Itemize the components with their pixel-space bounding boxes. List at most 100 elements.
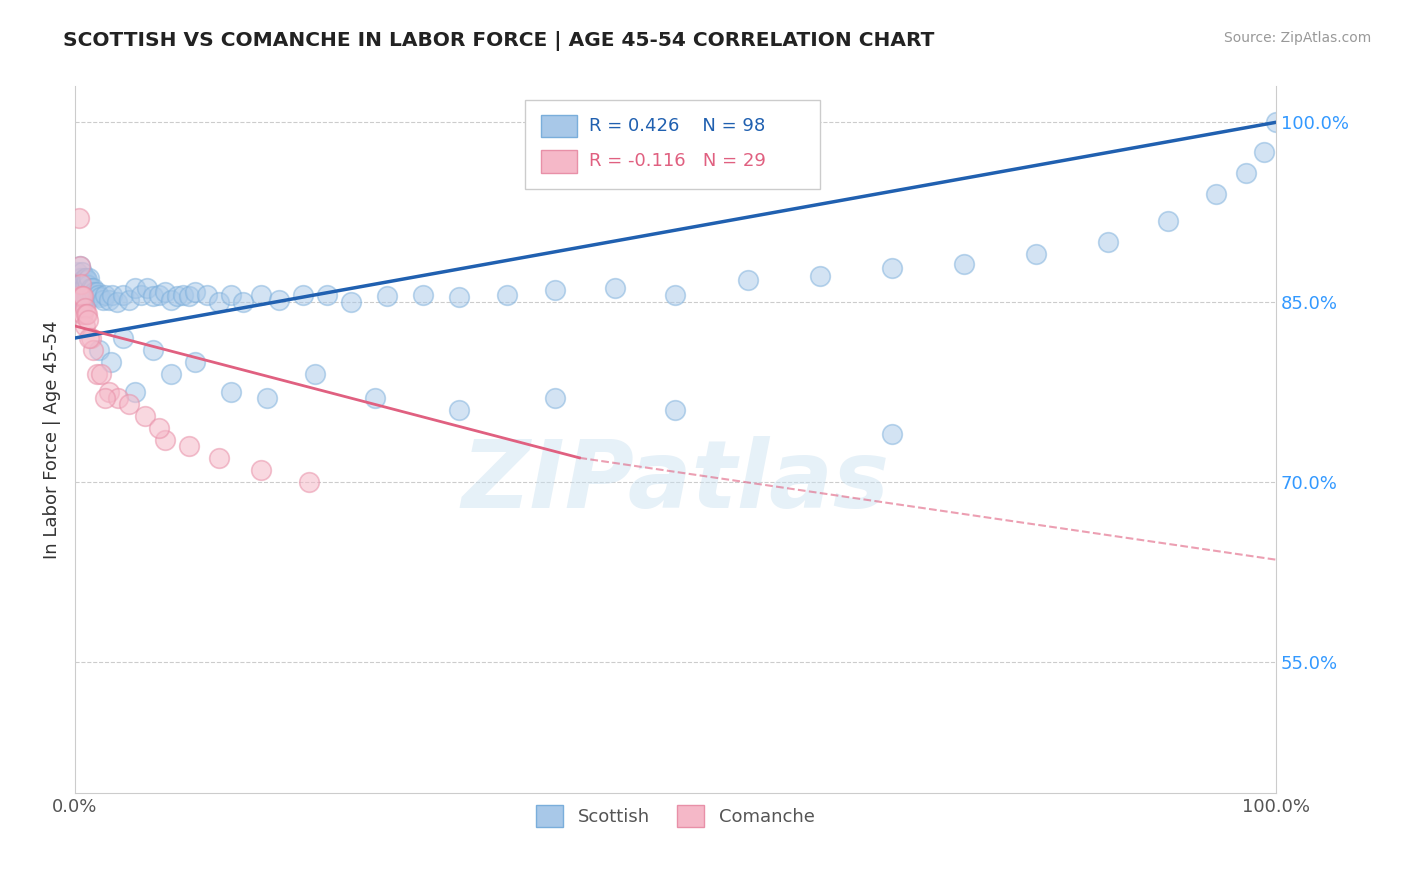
Point (77, 278, 100, 293)
Point (79, 331, 101, 345)
Point (70, 289, 93, 303)
Point (1234, 166, 1257, 180)
Point (449, 290, 471, 304)
Point (66, 265, 89, 279)
FancyBboxPatch shape (526, 101, 820, 189)
Point (70, 289, 93, 303)
Point (72, 273, 94, 287)
Point (316, 288, 339, 302)
FancyBboxPatch shape (541, 115, 576, 137)
Point (70, 265, 93, 279)
Point (72, 285, 94, 300)
Point (1157, 213, 1180, 227)
Point (75, 285, 97, 300)
Point (134, 409, 156, 423)
Point (148, 288, 170, 302)
Point (79, 271, 101, 285)
Point (118, 293, 141, 307)
Point (184, 355, 207, 369)
Point (76, 273, 98, 287)
Point (82, 281, 104, 295)
Point (90, 367, 112, 381)
Point (219, 288, 242, 302)
Point (664, 288, 686, 302)
Point (160, 367, 183, 381)
Point (880, 426, 903, 441)
Legend: Scottish, Comanche: Scottish, Comanche (529, 797, 821, 834)
Point (70, 277, 93, 291)
Point (72, 307, 94, 321)
Text: SCOTTISH VS COMANCHE IN LABOR FORCE | AGE 45-54 CORRELATION CHART: SCOTTISH VS COMANCHE IN LABOR FORCE | AG… (63, 31, 935, 51)
Point (101, 288, 124, 302)
Point (880, 261, 903, 276)
Point (544, 391, 567, 405)
Point (250, 288, 273, 302)
Point (97, 384, 120, 399)
Point (70, 277, 93, 291)
Point (69, 259, 91, 273)
Point (79, 285, 101, 300)
Point (184, 285, 207, 300)
Point (177, 439, 200, 453)
Point (70, 283, 93, 297)
Point (69, 277, 91, 291)
Point (76, 283, 98, 297)
Point (75, 307, 97, 321)
Point (70, 283, 93, 297)
Point (412, 288, 434, 302)
Point (72, 295, 94, 310)
Point (142, 289, 165, 303)
Point (808, 268, 831, 283)
Point (105, 295, 128, 310)
Text: Source: ZipAtlas.com: Source: ZipAtlas.com (1223, 31, 1371, 45)
Point (1097, 235, 1119, 249)
Point (605, 281, 627, 295)
Point (664, 403, 686, 417)
Point (70, 271, 93, 285)
Point (292, 288, 315, 302)
Point (952, 257, 974, 271)
Point (340, 295, 363, 310)
Point (208, 450, 231, 465)
Point (87, 288, 110, 302)
Point (77, 313, 100, 327)
Point (75, 289, 97, 303)
Point (148, 421, 170, 435)
Point (208, 295, 231, 310)
Point (124, 281, 146, 295)
Point (496, 288, 519, 302)
Point (73, 278, 96, 293)
Point (72, 281, 94, 295)
Point (89, 290, 111, 304)
Point (737, 273, 759, 287)
Point (160, 293, 183, 307)
Point (298, 475, 321, 489)
Text: R = 0.426    N = 98: R = 0.426 N = 98 (589, 117, 765, 135)
Point (70, 277, 93, 291)
Point (1253, 145, 1275, 160)
Point (73, 288, 96, 302)
Point (304, 367, 326, 381)
Point (76, 293, 98, 307)
Point (67, 271, 90, 285)
Point (79, 281, 101, 295)
Point (69, 289, 91, 303)
Y-axis label: In Labor Force | Age 45-54: In Labor Force | Age 45-54 (44, 320, 60, 559)
Point (72, 289, 94, 303)
Point (70, 295, 93, 310)
Point (172, 288, 194, 302)
Point (69, 259, 91, 273)
Point (112, 331, 135, 345)
Text: R = -0.116   N = 29: R = -0.116 N = 29 (589, 153, 766, 170)
Point (544, 283, 567, 297)
Point (67, 211, 90, 226)
Point (1205, 187, 1227, 202)
Text: ZIPatlas: ZIPatlas (461, 436, 890, 528)
Point (142, 343, 165, 357)
Point (250, 463, 273, 477)
Point (449, 403, 471, 417)
Point (77, 288, 100, 302)
Point (112, 288, 135, 302)
Point (94, 288, 117, 302)
Point (166, 289, 188, 303)
